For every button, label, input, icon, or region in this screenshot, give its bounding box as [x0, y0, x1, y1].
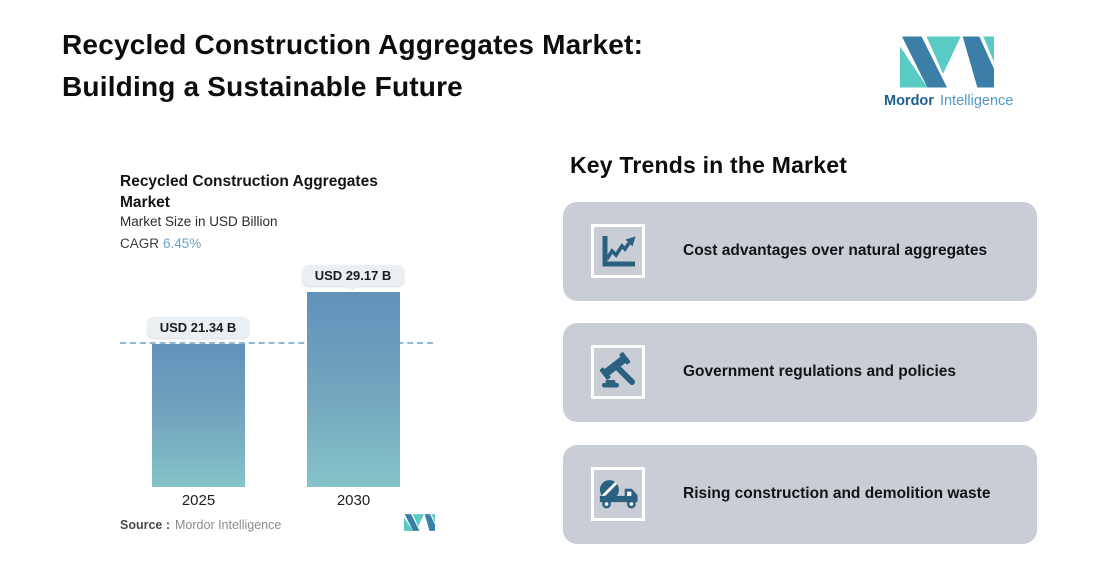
bar-2030 — [307, 292, 400, 487]
brand-name-light: Intelligence — [939, 93, 1014, 109]
page-title-line2: Building a Sustainable Future — [62, 71, 463, 102]
trend-card-text: Rising construction and demolition waste — [683, 485, 991, 503]
source-value: Mordor Intelligence — [175, 518, 282, 532]
page-title: Recycled Construction Aggregates Market:… — [62, 24, 762, 108]
x-tick-2025: 2025 — [181, 492, 216, 509]
source-text: Source : Mordor Intelligence — [120, 518, 281, 532]
value-label-2025: USD 21.34 B — [147, 317, 249, 338]
trend-card-government-regulations: Government regulations and policies — [563, 323, 1037, 422]
bar-2025 — [152, 344, 245, 487]
source-label: Source : — [120, 518, 171, 532]
brand-name-bold: Mordor — [884, 93, 934, 109]
chart-title: Recycled Construction Aggregates Market — [120, 173, 378, 211]
gavel-icon — [591, 345, 645, 399]
value-label-2030: USD 29.17 B — [302, 265, 404, 286]
reference-line — [120, 342, 433, 344]
mordor-logo-mark-small-icon — [404, 514, 435, 536]
chart-subtitle: Market Size in USD Billion — [120, 214, 278, 229]
cagr-label: CAGR — [120, 236, 160, 251]
trends-heading: Key Trends in the Market — [570, 152, 848, 178]
source-row: Source : Mordor Intelligence — [120, 514, 435, 536]
cagr-value: 6.45% — [163, 236, 202, 251]
mixer-truck-icon — [591, 467, 645, 521]
line-chart-icon — [591, 224, 645, 278]
trend-card-text: Cost advantages over natural aggregates — [683, 242, 988, 260]
mordor-intelligence-logo: Mordor Intelligence — [884, 36, 1014, 109]
page-title-line1: Recycled Construction Aggregates Market: — [62, 29, 644, 60]
trend-card-cost-advantages: Cost advantages over natural aggregates — [563, 202, 1037, 301]
mordor-logo-mark-icon — [884, 36, 1010, 88]
bar-chart: USD 21.34 B USD 29.17 B 2025 2030 — [120, 265, 433, 509]
brand-wordmark: Mordor Intelligence — [884, 93, 1014, 109]
x-tick-2030: 2030 — [336, 492, 371, 509]
trend-card-text: Government regulations and policies — [683, 363, 957, 381]
trend-card-demolition-waste: Rising construction and demolition waste — [563, 445, 1037, 544]
chart-cagr: CAGR 6.45% — [120, 236, 201, 251]
